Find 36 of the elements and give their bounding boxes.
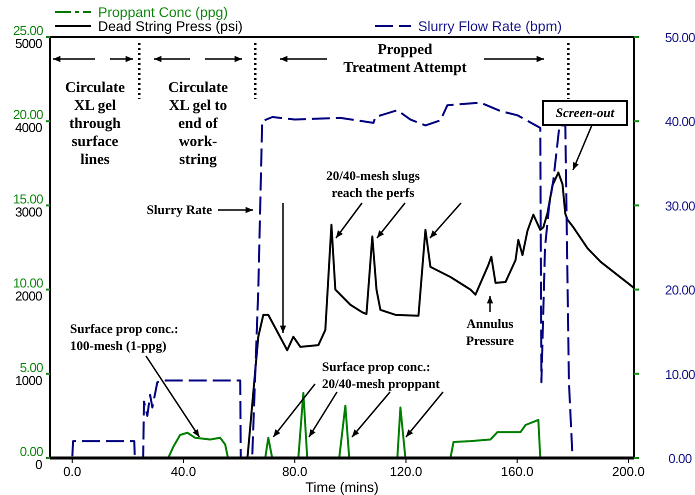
x-tick-label: 200.0 [612,464,645,479]
y2-tick-label: 10.00 [664,366,695,382]
y-tick-label: 5000 [15,36,42,51]
y-tick-label: 4000 [15,120,42,136]
annotation: Screen-out [556,105,615,120]
x-tick-label: 160.0 [500,464,534,479]
y2-tick-label: 20.00 [664,282,695,298]
x-tick-label: 40.0 [170,464,196,479]
annotation: Slurry Rate [146,202,212,217]
annotation: Annulus Pressure [466,316,514,348]
annotation: Surface prop conc.: 100-mesh (1-ppg) [70,321,178,353]
annotation: Circulate XL gel through surface lines [65,80,126,168]
y3-tick-label: 5.00 [20,360,44,375]
annotation: 20/40-mesh slugs reach the perfs [326,168,420,200]
y-tick-label: 3000 [15,204,42,220]
y3-tick-label: 15.00 [12,191,44,206]
y-tick-label: 2000 [15,288,42,304]
y3-tick-label: 0.00 [20,444,44,459]
y3-tick-label: 10.00 [12,276,44,291]
y-tick-label: 0 [35,457,42,472]
x-axis-title: Time (mins) [305,479,379,495]
x-tick-label: 120.0 [390,464,422,479]
x-tick-label: 80.0 [282,464,308,479]
y2-tick-label: 50.00 [664,30,695,45]
y2-tick-label: 0.00 [668,451,692,466]
y3-tick-label: 25.00 [12,23,44,38]
legend-label: Proppant Conc (ppg) [98,4,228,20]
legend-label: Slurry Flow Rate (bpm) [418,18,562,34]
annotation: Circulate XL gel to end of work- string [168,80,228,168]
y2-tick-label: 30.00 [664,198,695,214]
y-tick-label: 1000 [15,372,42,388]
x-tick-label: 0.0 [63,464,82,479]
annotation: Propped Treatment Attempt [343,42,467,76]
annotation: Surface prop conc.: 20/40-mesh proppant [322,359,441,391]
y3-tick-label: 20.00 [12,107,44,122]
y2-tick-label: 40.00 [664,114,695,130]
